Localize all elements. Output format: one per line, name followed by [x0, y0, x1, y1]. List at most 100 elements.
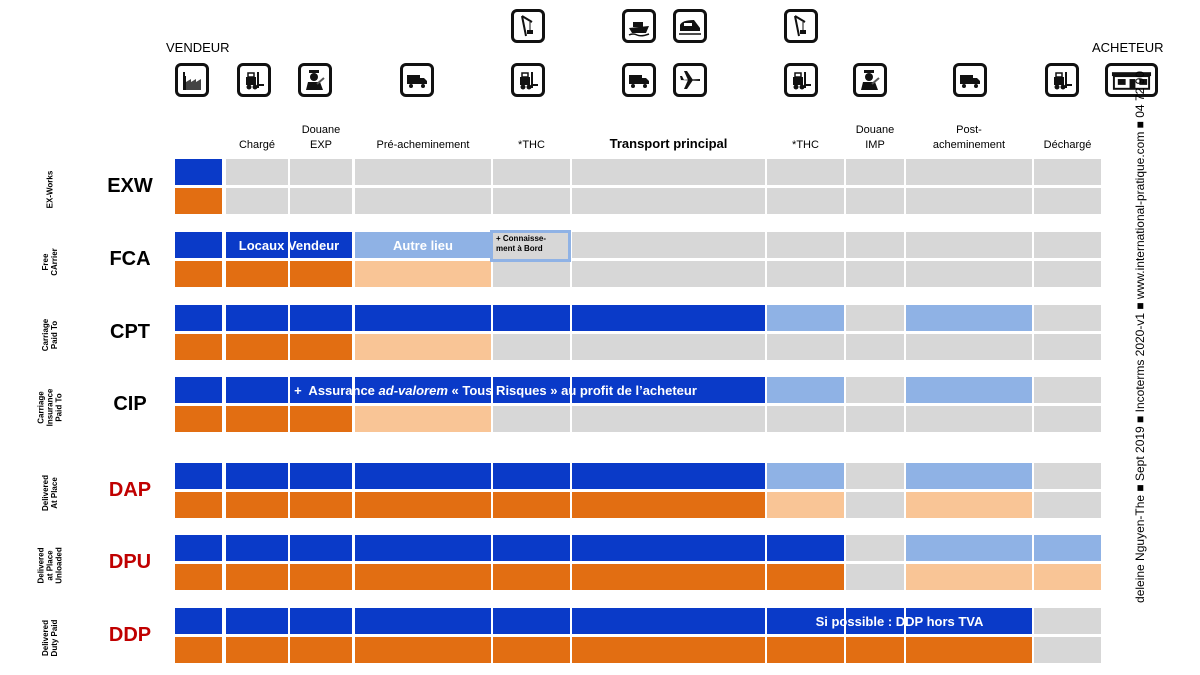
cip-risk-cell	[290, 406, 352, 432]
exw-risk-cell	[846, 188, 904, 214]
cpt-cost-cell	[493, 305, 570, 331]
row-name-dap: Delivered At Place	[20, 463, 80, 523]
ddp-cost-cell	[767, 608, 844, 634]
column-label-transport-principal: Transport principal	[609, 136, 728, 151]
dpu-cost-cell	[493, 535, 570, 561]
dap-cost-cell	[767, 463, 844, 489]
cip-cost-cell	[175, 377, 222, 403]
fca-risk-cell	[1034, 261, 1101, 287]
cpt-risk-cell	[355, 334, 491, 360]
dap-risk-cell	[175, 492, 222, 518]
fca-cost-cell	[355, 232, 491, 258]
row-name-text: Delivered Duty Paid	[41, 619, 59, 657]
cpt-risk-cell	[767, 334, 844, 360]
exw-cost-cell	[226, 159, 288, 185]
dap-cost-cell	[906, 463, 1032, 489]
fca-risk-cell	[767, 261, 844, 287]
dpu-risk-cell	[226, 564, 288, 590]
incoterm-code-dpu: DPU	[108, 551, 152, 573]
seller-label: VENDEUR	[166, 40, 230, 55]
dap-cost-cell	[290, 463, 352, 489]
ddp-risk-cell	[493, 637, 570, 663]
fca-cost-cell	[226, 232, 288, 258]
forklift-icon	[511, 63, 545, 97]
row-name-text: Free CArrier	[41, 248, 59, 276]
cip-risk-cell	[493, 406, 570, 432]
forklift-icon	[1045, 63, 1079, 97]
ddp-cost-cell	[175, 608, 222, 634]
fca-autre-lieu-label: Autre lieu	[393, 237, 453, 253]
side-footer-text: deleine Nguyen-The ■ Sept 2019 ■ Incoter…	[1133, 71, 1147, 603]
dpu-cost-cell	[290, 535, 352, 561]
ddp-hors-tva-note: Si possible : DDP hors TVA	[815, 613, 984, 629]
cip-risk-cell	[1034, 406, 1101, 432]
incoterm-code-dap: DAP	[108, 479, 152, 501]
row-name-cpt: Carriage Paid To	[20, 305, 80, 365]
exw-risk-cell	[355, 188, 491, 214]
forklift-icon	[237, 63, 271, 97]
dpu-cost-cell	[175, 535, 222, 561]
cip-insurance-em: ad-valorem	[378, 382, 448, 398]
shop-icon	[1105, 63, 1158, 97]
cpt-cost-cell	[906, 305, 1032, 331]
port-crane-icon	[511, 9, 545, 43]
incoterm-code-exw: EXW	[107, 175, 153, 197]
dap-cost-cell	[355, 463, 491, 489]
exw-cost-cell	[290, 159, 352, 185]
exw-risk-cell	[767, 188, 844, 214]
dap-risk-cell	[906, 492, 1032, 518]
column-label-decharge: Déchargé	[1043, 139, 1092, 151]
cpt-risk-cell	[846, 334, 904, 360]
exw-cost-cell	[493, 159, 570, 185]
dpu-risk-cell	[767, 564, 844, 590]
dpu-risk-cell	[572, 564, 765, 590]
dap-risk-cell	[493, 492, 570, 518]
column-label-thc-import: *THC	[792, 139, 819, 151]
dap-cost-cell	[846, 463, 904, 489]
cip-risk-cell	[906, 406, 1032, 432]
cip-risk-cell	[175, 406, 222, 432]
cpt-risk-cell	[572, 334, 765, 360]
cip-cost-cell	[572, 377, 765, 403]
ddp-risk-cell	[226, 637, 288, 663]
column-label-thc-export: *THC	[518, 139, 545, 151]
dap-cost-cell	[572, 463, 765, 489]
ddp-risk-cell	[906, 637, 1032, 663]
row-name-exw: EX-Works	[20, 159, 80, 219]
dpu-risk-cell	[175, 564, 222, 590]
cip-cost-cell	[1034, 377, 1101, 403]
dpu-risk-cell	[290, 564, 352, 590]
ddp-risk-cell	[572, 637, 765, 663]
cpt-cost-cell	[572, 305, 765, 331]
row-name-fca: Free CArrier	[20, 232, 80, 292]
ddp-cost-cell	[226, 608, 288, 634]
exw-risk-cell	[1034, 188, 1101, 214]
cpt-cost-cell	[1034, 305, 1101, 331]
cip-cost-cell	[355, 377, 491, 403]
cip-insurance-pre: + Assurance	[294, 382, 379, 398]
exw-cost-cell	[572, 159, 765, 185]
dap-risk-cell	[1034, 492, 1101, 518]
fca-risk-cell	[493, 261, 570, 287]
dap-cost-cell	[226, 463, 288, 489]
fca-cost-cell	[1034, 232, 1101, 258]
truck-icon	[953, 63, 987, 97]
exw-risk-cell	[290, 188, 352, 214]
incoterm-code-cpt: CPT	[110, 321, 150, 343]
dap-cost-cell	[1034, 463, 1101, 489]
cpt-risk-cell	[175, 334, 222, 360]
cpt-risk-cell	[226, 334, 288, 360]
incoterm-code-cip: CIP	[113, 393, 147, 415]
fca-risk-cell	[290, 261, 352, 287]
dap-risk-cell	[290, 492, 352, 518]
fca-risk-cell	[355, 261, 491, 287]
cpt-risk-cell	[290, 334, 352, 360]
ddp-risk-cell	[846, 637, 904, 663]
ddp-risk-cell	[1034, 637, 1101, 663]
cpt-risk-cell	[493, 334, 570, 360]
fca-locaux-vendeur-label: Locaux Vendeur	[238, 237, 340, 253]
truck-icon	[400, 63, 434, 97]
row-name-dpu: Delivered at Place Unloaded	[20, 535, 80, 595]
fca-risk-cell	[572, 261, 765, 287]
dap-risk-cell	[846, 492, 904, 518]
